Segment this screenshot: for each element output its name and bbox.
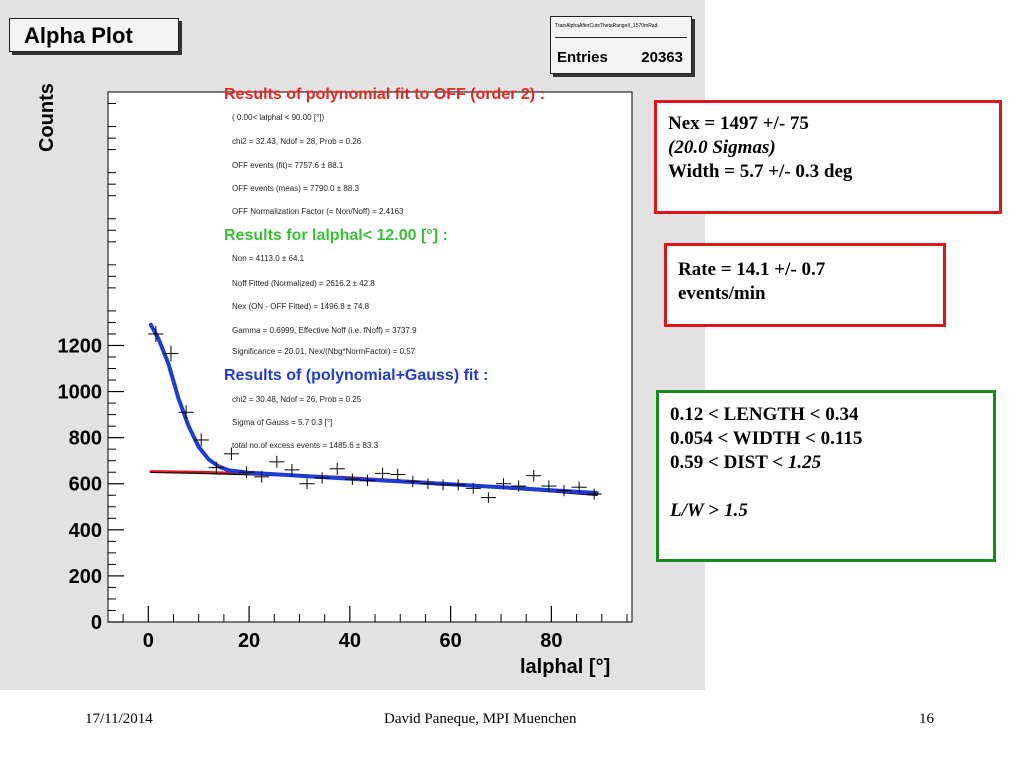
cuts-box: 0.12 < LENGTH < 0.34 0.054 < WIDTH < 0.1… [656,390,996,562]
data-point [405,475,421,488]
stats-entries-value: 20363 [641,49,683,66]
lw-cut-value: 1.5 [724,500,748,521]
data-point [571,481,587,493]
dist-cut-value: 1.25 [787,452,822,473]
data-point [178,405,194,420]
fit-line: OFF Normalization Factor (= Non/Noff) = … [232,207,404,216]
fit-line: Nex (ON - OFF Fitted) = 1496.8 ± 74.8 [232,302,370,311]
plot-title: Alpha Plot [9,18,179,52]
footer-author: David Paneque, MPI Muenchen [384,711,577,727]
x-tick-label: 80 [540,630,562,652]
y-tick-label: 600 [69,474,102,496]
y-tick-label: 1000 [58,382,103,404]
data-point [541,480,557,492]
data-point [526,469,542,482]
data-point [284,463,300,476]
data-point [344,473,360,485]
fit-line: Gamma = 0.6999, Effective Noff (i.e. fNo… [232,326,417,335]
data-point [586,488,602,500]
fit-line: Significance = 20.01, Nex/(Nbg*NormFacto… [232,347,416,356]
data-point [269,455,285,468]
data-point [420,478,436,490]
data-point [193,433,209,447]
data-point [435,479,451,491]
gauss-fit-heading: Results of (polynomial+Gauss) fit : [224,367,489,384]
y-axis-label: Counts [36,83,58,152]
width-cut: 0.054 < WIDTH < 0.115 [670,428,863,449]
stats-histogram-name: TrainAlphaAfterCutsThetaRangeII_1570mRad [555,23,687,38]
data-point [390,468,406,481]
dist-cut-text: 0.59 < DIST < [670,452,788,473]
lw-cut: L/W > 1.5 [670,499,993,523]
data-point [480,492,496,503]
fit-line: chi2 = 32.43, Ndof = 28, Prob = 0.26 [232,137,362,146]
fit-line: total no.of excess events = 1485.6 ± 83.… [232,441,379,450]
fit-curve [148,322,599,495]
x-tick-label: 40 [339,630,361,652]
data-point [314,472,330,484]
y-tick-label: 200 [69,566,102,588]
data-point [495,478,512,490]
poly-fit-heading: Results of polynomial fit to OFF (order … [224,86,545,103]
stats-entries-label: Entries [557,49,608,66]
plot-frame [107,91,633,623]
data-point [148,325,164,343]
data-point [254,471,270,483]
data-point [465,482,481,494]
y-tick-label: 1200 [58,335,103,357]
lw-cut-name: L/W [670,500,704,521]
signal-region-heading: Results for lalphal< 12.00 [°] : [224,227,448,244]
x-tick-label: 60 [439,630,461,652]
nex-result-box: Nex = 1497 +/- 75 (20.0 Sigmas) Width = … [654,100,1002,214]
stats-box: TrainAlphaAfterCutsThetaRangeII_1570mRad… [550,16,692,74]
data-point [511,480,527,492]
fit-line: chi2 = 30.48, Ndof = 26, Prob = 0.25 [232,395,362,404]
y-tick-label: 800 [69,428,102,450]
data-point [239,466,255,478]
length-cut: 0.12 < LENGTH < 0.34 [670,404,859,425]
data-point [208,461,224,474]
x-tick-label: 20 [238,630,260,652]
data-point [450,479,466,491]
rate-line: Rate = 14.1 +/- 0.7 [678,259,826,280]
y-tick-label: 0 [91,612,102,634]
footer-date: 17/11/2014 [85,711,153,727]
x-axis-label: lalphal [°] [520,656,611,678]
fit-line: Sigma of Gauss = 5.7 0.3 [°] [232,418,333,427]
width-line: Width = 5.7 +/- 0.3 deg [668,161,853,182]
data-point [375,467,391,480]
x-tick-label: 0 [143,630,154,652]
rate-unit-line: events/min [678,283,766,304]
sigma-line: (20.0 Sigmas) [668,137,776,158]
data-point [223,447,239,461]
data-point [329,462,345,475]
fit-line: ( 0.00< lalphal < 90.00 [°]) [232,113,325,122]
fit-line: OFF events (fit)= 7757.6 ± 88.1 [232,161,344,170]
fit-line: Noff Fitted (Normalized) = 2616.2 ± 42.8 [232,279,375,288]
dist-cut: 0.59 < DIST < 1.25 [670,451,993,475]
data-point [359,474,376,487]
footer-page-number: 16 [919,711,934,727]
fit-line: Non = 4113.0 ± 64.1 [232,254,305,263]
data-point [299,478,315,490]
fit-line: OFF events (meas) = 7790.0 ± 88.3 [232,184,359,193]
y-tick-label: 400 [69,520,102,542]
lw-cut-op: > [703,500,725,521]
nex-line: Nex = 1497 +/- 75 [668,113,809,134]
data-point [163,345,179,362]
rate-box: Rate = 14.1 +/- 0.7 events/min [664,243,946,327]
data-point [556,485,572,497]
